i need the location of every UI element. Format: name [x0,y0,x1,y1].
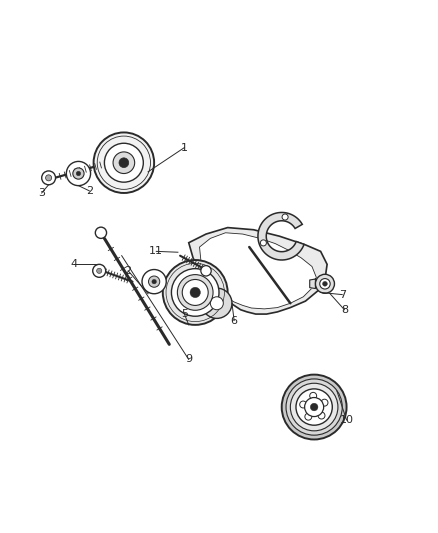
Circle shape [320,279,330,289]
Circle shape [286,379,342,435]
Circle shape [177,274,213,310]
Circle shape [282,214,288,220]
Polygon shape [258,213,304,260]
Text: 4: 4 [71,260,78,269]
Text: 3: 3 [38,188,45,198]
Text: 2: 2 [86,186,93,196]
Circle shape [310,392,317,399]
Circle shape [113,152,134,174]
Circle shape [322,281,327,286]
Circle shape [46,175,52,181]
Circle shape [97,268,102,273]
Circle shape [142,270,166,294]
Text: 10: 10 [339,415,353,425]
Text: 8: 8 [341,305,348,315]
Text: 11: 11 [149,246,163,256]
Circle shape [163,260,228,325]
Circle shape [182,279,208,305]
Circle shape [152,279,156,284]
Circle shape [321,399,328,406]
Circle shape [76,171,81,176]
Polygon shape [189,228,327,314]
Circle shape [210,297,223,310]
Circle shape [300,401,307,408]
Circle shape [148,276,160,287]
Circle shape [296,389,332,425]
Circle shape [95,227,106,238]
Text: 6: 6 [231,316,238,326]
Circle shape [282,375,346,440]
Circle shape [104,143,143,182]
Text: 2: 2 [125,266,132,276]
Text: 5: 5 [181,309,188,319]
Text: 7: 7 [339,289,346,300]
Circle shape [93,264,106,277]
Circle shape [202,288,232,318]
Circle shape [94,132,154,193]
Circle shape [201,265,211,276]
Circle shape [304,398,324,417]
Circle shape [305,413,312,420]
Polygon shape [200,233,316,309]
Circle shape [119,158,129,167]
Circle shape [315,274,335,293]
Circle shape [311,403,318,411]
Text: 9: 9 [185,354,192,365]
Circle shape [42,171,56,185]
Circle shape [171,269,219,316]
Circle shape [260,240,266,246]
Polygon shape [310,279,315,288]
Circle shape [318,412,325,419]
Circle shape [66,161,91,185]
Circle shape [290,383,338,431]
Circle shape [73,168,84,179]
Circle shape [190,287,201,297]
Text: 1: 1 [181,143,188,152]
